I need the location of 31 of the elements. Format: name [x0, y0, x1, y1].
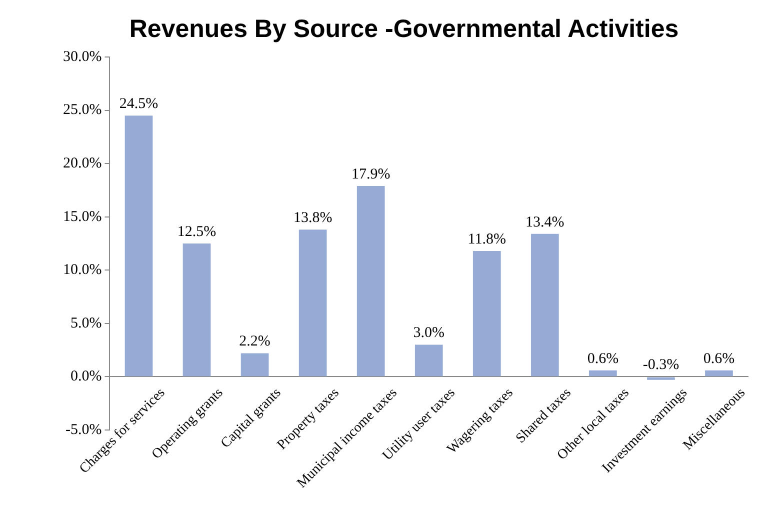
- data-label: -0.3%: [642, 357, 680, 374]
- bar: [589, 370, 617, 376]
- bar: [124, 116, 153, 376]
- bar: [530, 234, 559, 376]
- y-tick-label: 5.0%: [70, 315, 102, 332]
- y-tick-label: 10.0%: [62, 262, 102, 278]
- data-label: 0.6%: [587, 350, 619, 367]
- y-tick-label: 30.0%: [62, 48, 102, 65]
- data-label: 11.8%: [468, 231, 506, 248]
- y-tick-label: 25.0%: [62, 102, 102, 118]
- data-label: 12.5%: [177, 224, 216, 240]
- bar: [356, 186, 385, 376]
- bar: [414, 344, 443, 376]
- bar: [298, 230, 327, 376]
- data-label: 17.9%: [351, 166, 390, 182]
- chart-title: Revenues By Source -Governmental Activities: [129, 14, 679, 43]
- data-label: 24.5%: [119, 96, 158, 112]
- data-label: 3.0%: [413, 325, 444, 342]
- y-tick-label: 15.0%: [62, 208, 102, 225]
- bar: [240, 353, 269, 376]
- data-label: 13.4%: [526, 214, 564, 230]
- bar: [472, 250, 501, 376]
- y-tick-label: 20.0%: [62, 156, 102, 172]
- bar: [647, 377, 675, 380]
- data-label: 0.6%: [703, 350, 735, 367]
- y-tick-label: -5.0%: [65, 422, 102, 438]
- data-label: 13.8%: [293, 210, 332, 226]
- y-tick-label: 0.0%: [70, 368, 102, 385]
- bar: [705, 370, 733, 376]
- bar: [182, 244, 211, 376]
- data-label: 2.2%: [239, 334, 270, 350]
